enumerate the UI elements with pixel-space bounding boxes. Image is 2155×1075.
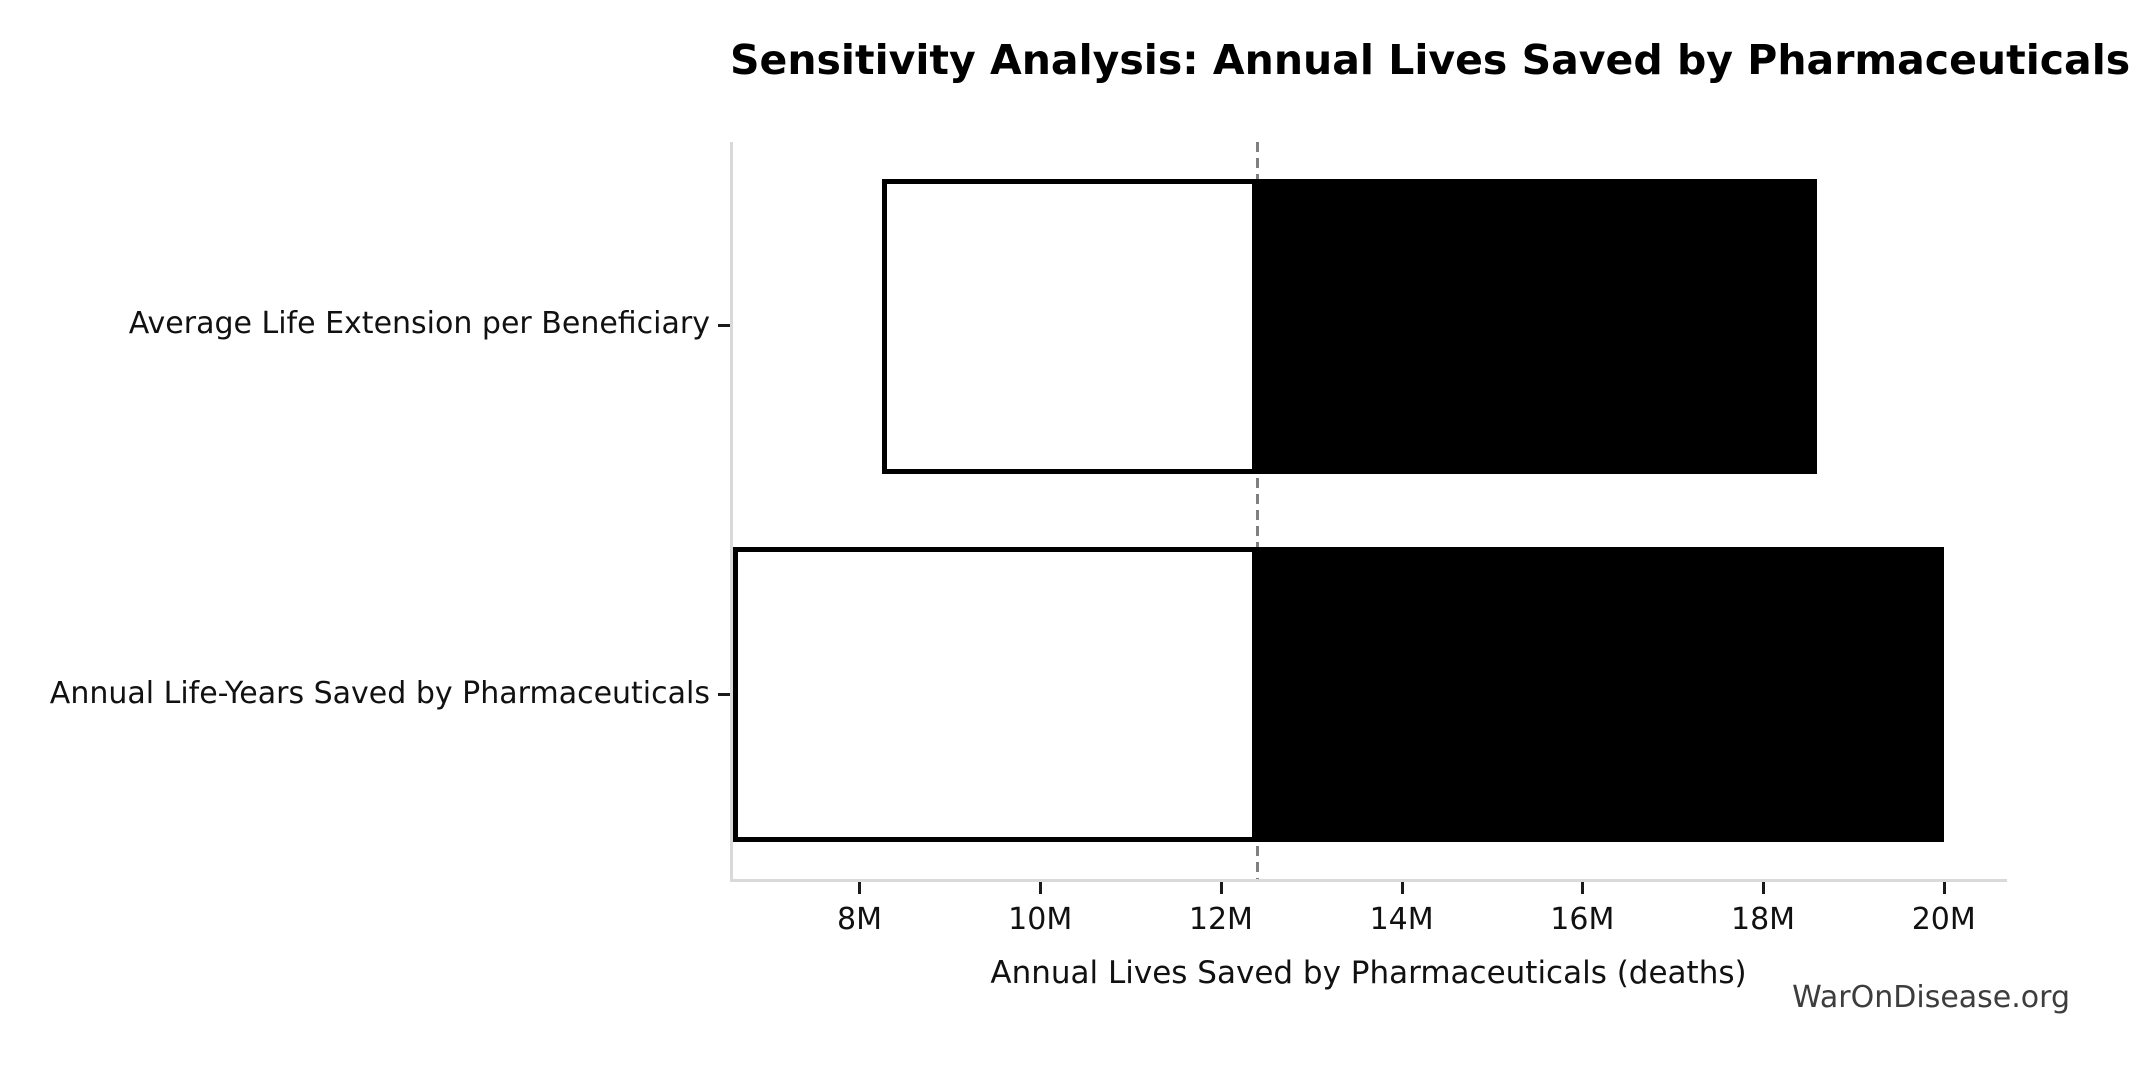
- bar-high-segment: [1257, 547, 1944, 843]
- x-tick-label: 10M: [1008, 902, 1073, 937]
- y-tick: [718, 692, 730, 696]
- plot-area: 8M 10M 12M 14M 16M 18M 20M: [718, 142, 2007, 937]
- chart-title: Sensitivity Analysis: Annual Lives Saved…: [730, 36, 2131, 84]
- x-tick: [1400, 882, 1404, 894]
- bar-high-segment: [1257, 178, 1818, 474]
- y-tick: [718, 324, 730, 328]
- x-tick: [1762, 882, 1766, 894]
- x-tick-label: 16M: [1550, 902, 1615, 937]
- bar-low-segment: [882, 178, 1258, 474]
- x-axis-label: Annual Lives Saved by Pharmaceuticals (d…: [990, 955, 1747, 991]
- x-tick-label: 8M: [836, 902, 882, 937]
- bar-low-segment: [733, 547, 1258, 843]
- x-tick: [1039, 882, 1043, 894]
- x-tick: [858, 882, 862, 894]
- y-tick-label: Annual Life-Years Saved by Pharmaceutica…: [49, 676, 710, 711]
- x-tick: [1581, 882, 1585, 894]
- x-tick-label: 12M: [1188, 902, 1253, 937]
- baseline-dashed-line: [1256, 142, 1260, 879]
- x-tick: [1219, 882, 1223, 894]
- x-tick-label: 14M: [1369, 902, 1434, 937]
- y-tick-label: Average Life Extension per Beneficiary: [128, 306, 710, 341]
- x-tick-label: 20M: [1911, 902, 1976, 937]
- watermark-text: WarOnDisease.org: [1792, 980, 2070, 1015]
- x-tick: [1942, 882, 1946, 894]
- x-tick-label: 18M: [1731, 902, 1796, 937]
